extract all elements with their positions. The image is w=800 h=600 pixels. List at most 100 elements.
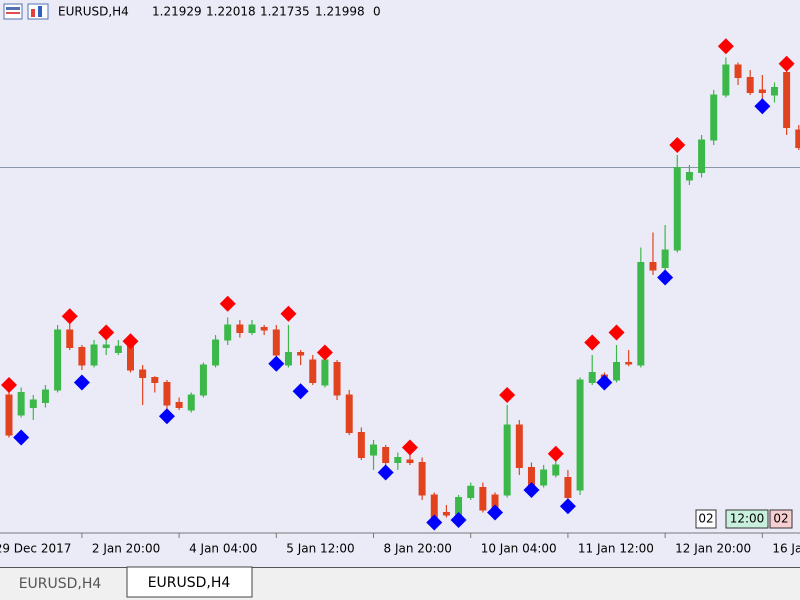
candle-body — [649, 262, 657, 271]
plot: 29 Dec 2017 2 Jan 20:00 4 Jan 04:00 5 Jan 1… — [0, 38, 800, 556]
candle-body — [394, 457, 402, 463]
fractal-marker — [669, 137, 686, 153]
candle-body — [503, 424, 511, 496]
candle-body — [139, 369, 147, 378]
candle-body — [321, 359, 329, 386]
high: 1.22018 — [206, 5, 256, 19]
candle-body — [795, 129, 800, 148]
candle-body — [540, 469, 548, 486]
candle-body — [661, 249, 669, 268]
fractal-marker — [523, 482, 540, 498]
fractal-marker — [608, 324, 625, 341]
fractal-marker — [657, 269, 674, 286]
fractal-marker — [61, 308, 78, 325]
candle-body — [309, 359, 317, 383]
candle-body — [758, 89, 766, 93]
candle-body — [90, 344, 98, 366]
icon-detail — [31, 9, 35, 17]
symbol: EURUSD,H4 — [58, 5, 129, 19]
x-tick-label: 11 Jan 12:00 — [578, 542, 654, 556]
candle-body — [260, 327, 268, 331]
x-tick-label: 2 Jan 20:00 — [92, 542, 160, 556]
fractal-marker — [268, 355, 285, 372]
fractal-marker — [596, 374, 613, 391]
candle-body — [175, 402, 183, 408]
candle-body — [17, 392, 25, 416]
candle-body — [151, 377, 159, 383]
fractal-marker — [487, 504, 504, 521]
fractal-marker — [122, 333, 139, 350]
candle-body — [370, 444, 378, 456]
icon-detail — [38, 6, 42, 17]
candle-body — [515, 424, 523, 468]
time-box — [769, 509, 793, 529]
time-box-label: 02 — [698, 512, 713, 526]
candle-body — [345, 394, 353, 433]
candle-body — [163, 382, 171, 406]
candle-body — [613, 362, 621, 381]
candle-body — [114, 345, 122, 353]
candle-body — [467, 485, 475, 498]
candle-body — [102, 344, 110, 348]
candle-body — [212, 339, 220, 366]
tab[interactable]: EURUSD,H4 — [19, 576, 102, 592]
candle-body — [236, 324, 244, 333]
candle-body — [552, 464, 560, 476]
candle-body — [406, 459, 414, 463]
open: 1.21929 — [152, 5, 202, 19]
candle-body — [382, 447, 390, 463]
candle-body — [673, 167, 681, 251]
fractal-marker — [450, 512, 467, 528]
active-tab[interactable] — [126, 566, 253, 598]
candle-body — [746, 77, 754, 93]
fractal-marker — [98, 324, 115, 341]
candle-body — [576, 379, 584, 491]
candle-body — [418, 462, 426, 496]
fractal-marker — [280, 305, 297, 322]
volume: 0 — [373, 5, 381, 19]
fractal-marker — [219, 295, 236, 312]
x-tick-label: 29 Dec 2017 — [0, 542, 71, 556]
low: 1.21735 — [260, 5, 310, 19]
toolbar-icons — [3, 3, 49, 20]
icon-detail — [6, 7, 20, 10]
icon-detail — [6, 12, 20, 14]
fractal-marker — [426, 514, 443, 531]
candle-body — [199, 364, 207, 396]
candle-body — [722, 64, 730, 96]
candle-body — [637, 262, 645, 366]
fractal-marker — [778, 55, 795, 72]
fractal-marker — [584, 334, 601, 351]
fractal-marker — [401, 439, 418, 456]
time-boxes: 02 12:00 02 — [695, 509, 793, 529]
candle-body — [783, 72, 791, 128]
fractal-marker — [559, 498, 576, 515]
candle-body — [284, 352, 292, 366]
candle-body — [248, 324, 256, 333]
x-tick-label: 16 Jan 04:00 — [772, 542, 800, 556]
fractal-marker — [499, 387, 516, 403]
time-box — [695, 509, 717, 529]
candle-body — [710, 94, 718, 141]
x-tick-label: 4 Jan 04:00 — [189, 542, 257, 556]
icon[interactable] — [3, 3, 23, 20]
time-box-label: 02 — [773, 512, 788, 526]
candle-body — [78, 347, 86, 366]
candle-body — [479, 487, 487, 511]
tab[interactable]: EURUSD,H4 — [148, 575, 231, 591]
candle-body — [698, 139, 706, 173]
candle-body — [66, 329, 74, 348]
candle-body — [564, 477, 572, 498]
candle-body — [734, 64, 742, 78]
x-tick-label: 5 Jan 12:00 — [286, 542, 354, 556]
candle-body — [588, 372, 596, 383]
candle-body — [187, 394, 195, 411]
time-box-label: 12:00 — [730, 512, 765, 526]
fractal-marker — [717, 38, 734, 55]
x-tick-label: 10 Jan 04:00 — [481, 542, 557, 556]
candle-body — [625, 362, 633, 365]
fractal-marker — [547, 445, 564, 462]
candle-body — [41, 389, 49, 403]
